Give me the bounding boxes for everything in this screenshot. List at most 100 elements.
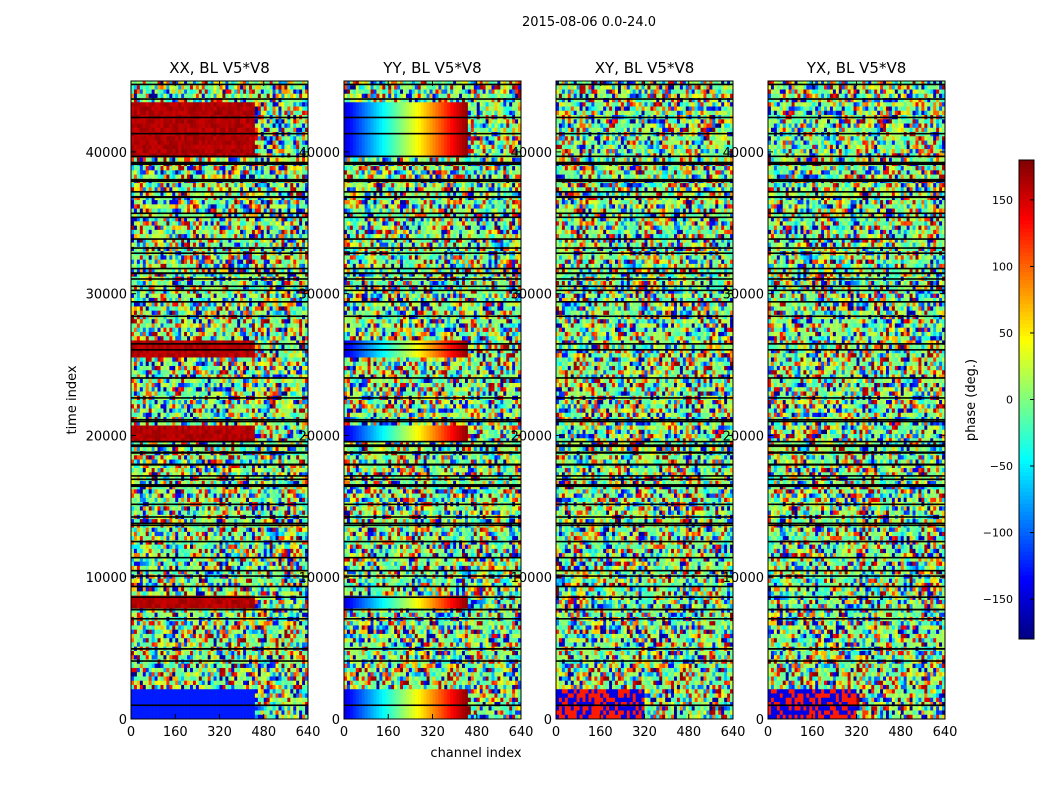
x-tick-label: 480 xyxy=(251,725,276,740)
x-tick-label: 0 xyxy=(340,725,348,740)
colorbar-tick-label: −150 xyxy=(983,593,1013,606)
colorbar-segment xyxy=(1019,219,1034,225)
colorbar-segment xyxy=(1019,451,1034,456)
colorbar-segment xyxy=(1019,355,1034,361)
x-tick-label: 160 xyxy=(588,725,613,740)
y-tick-label: 40000 xyxy=(86,146,127,161)
colorbar-segment xyxy=(1019,507,1034,512)
colorbar-segment xyxy=(1019,243,1034,249)
colorbar-segment xyxy=(1019,211,1034,217)
colorbar-segment xyxy=(1019,419,1034,424)
colorbar-segment xyxy=(1019,583,1034,588)
colorbar-segment xyxy=(1019,475,1034,480)
phase-heatmap xyxy=(768,81,945,719)
colorbar-segment xyxy=(1019,187,1034,193)
colorbar-segment xyxy=(1019,247,1034,253)
colorbar-segment xyxy=(1019,227,1034,233)
colorbar-segment xyxy=(1019,347,1034,353)
colorbar-segment xyxy=(1019,439,1034,444)
x-tick-label: 640 xyxy=(721,725,746,740)
x-tick-label: 640 xyxy=(509,725,534,740)
colorbar-segment xyxy=(1019,619,1034,624)
colorbar-segment xyxy=(1019,287,1034,293)
phase-heatmap xyxy=(131,81,308,719)
colorbar-segment xyxy=(1019,383,1034,389)
colorbar-segment xyxy=(1019,367,1034,373)
colorbar-segment xyxy=(1019,519,1034,524)
phase-heatmap xyxy=(344,81,521,719)
x-tick-label: 480 xyxy=(888,725,913,740)
y-tick-label: 40000 xyxy=(511,146,552,161)
colorbar-segment xyxy=(1019,299,1034,305)
colorbar-segment xyxy=(1019,379,1034,385)
y-tick-label: 10000 xyxy=(86,571,127,586)
x-tick-label: 320 xyxy=(632,725,657,740)
colorbar-segment xyxy=(1019,359,1034,365)
colorbar-segment xyxy=(1019,595,1034,600)
y-tick-label: 10000 xyxy=(299,571,340,586)
colorbar-segment xyxy=(1019,411,1034,416)
x-tick-label: 320 xyxy=(207,725,232,740)
colorbar-segment xyxy=(1019,603,1034,608)
colorbar-segment xyxy=(1019,567,1034,572)
colorbar-tick-label: −50 xyxy=(990,460,1013,473)
colorbar-segment xyxy=(1019,291,1034,297)
colorbar-segment xyxy=(1019,327,1034,333)
colorbar-tick-label: 0 xyxy=(1006,394,1013,407)
colorbar-segment xyxy=(1019,539,1034,544)
colorbar-segment xyxy=(1019,479,1034,484)
x-tick-label: 0 xyxy=(127,725,135,740)
colorbar-segment xyxy=(1019,615,1034,620)
colorbar-segment xyxy=(1019,611,1034,616)
colorbar-segment xyxy=(1019,179,1034,185)
panel-title: XX, BL V5*V8 xyxy=(169,59,270,77)
y-tick-label: 20000 xyxy=(511,429,552,444)
colorbar-segment xyxy=(1019,607,1034,612)
colorbar-segment xyxy=(1019,423,1034,428)
colorbar-tick-label: 100 xyxy=(992,260,1013,273)
colorbar-segment xyxy=(1019,415,1034,420)
colorbar-segment xyxy=(1019,471,1034,476)
colorbar-segment xyxy=(1019,523,1034,528)
colorbar-segment xyxy=(1019,631,1034,636)
colorbar-segment xyxy=(1019,315,1034,321)
colorbar-segment xyxy=(1019,307,1034,313)
colorbar-segment xyxy=(1019,455,1034,460)
colorbar-tick-label: 150 xyxy=(992,194,1013,207)
colorbar-segment xyxy=(1019,467,1034,472)
colorbar-segment xyxy=(1019,443,1034,448)
colorbar-segment xyxy=(1019,491,1034,496)
colorbar-segment xyxy=(1019,627,1034,632)
colorbar-segment xyxy=(1019,403,1034,408)
colorbar-segment xyxy=(1019,543,1034,548)
x-tick-label: 320 xyxy=(844,725,869,740)
colorbar-segment xyxy=(1019,371,1034,377)
colorbar-segment xyxy=(1019,303,1034,309)
panel-xy: XY, BL V5*V8 0 160 320 480 640 0 10000 20000 3000… xyxy=(511,59,746,740)
y-tick-label: 40000 xyxy=(299,146,340,161)
colorbar-segment xyxy=(1019,487,1034,492)
panel-xx: XX, BL V5*V8 0 160 320 480 640 0 10000 20000 3000… xyxy=(86,59,321,740)
colorbar-segment xyxy=(1019,391,1034,397)
colorbar-segment xyxy=(1019,579,1034,584)
colorbar-segment xyxy=(1019,235,1034,241)
colorbar-segment xyxy=(1019,331,1034,337)
colorbar-segment xyxy=(1019,551,1034,556)
colorbar-segment xyxy=(1019,263,1034,269)
colorbar: −150 −100 −50 0 50 100 150 xyxy=(983,159,1035,640)
y-tick-label: 20000 xyxy=(299,429,340,444)
colorbar-segment xyxy=(1019,323,1034,329)
y-tick-label: 10000 xyxy=(723,571,764,586)
colorbar-segment xyxy=(1019,623,1034,628)
colorbar-segment xyxy=(1019,191,1034,197)
colorbar-segment xyxy=(1019,295,1034,301)
colorbar-segment xyxy=(1019,375,1034,381)
y-tick-label: 20000 xyxy=(723,429,764,444)
colorbar-tick-label: 50 xyxy=(999,327,1013,340)
panels: XX, BL V5*V8 0 160 320 480 640 0 10000 20000 3000… xyxy=(86,59,958,740)
y-tick-label: 0 xyxy=(332,713,340,728)
colorbar-segment xyxy=(1019,207,1034,213)
y-tick-label: 30000 xyxy=(299,288,340,303)
x-tick-label: 640 xyxy=(933,725,958,740)
